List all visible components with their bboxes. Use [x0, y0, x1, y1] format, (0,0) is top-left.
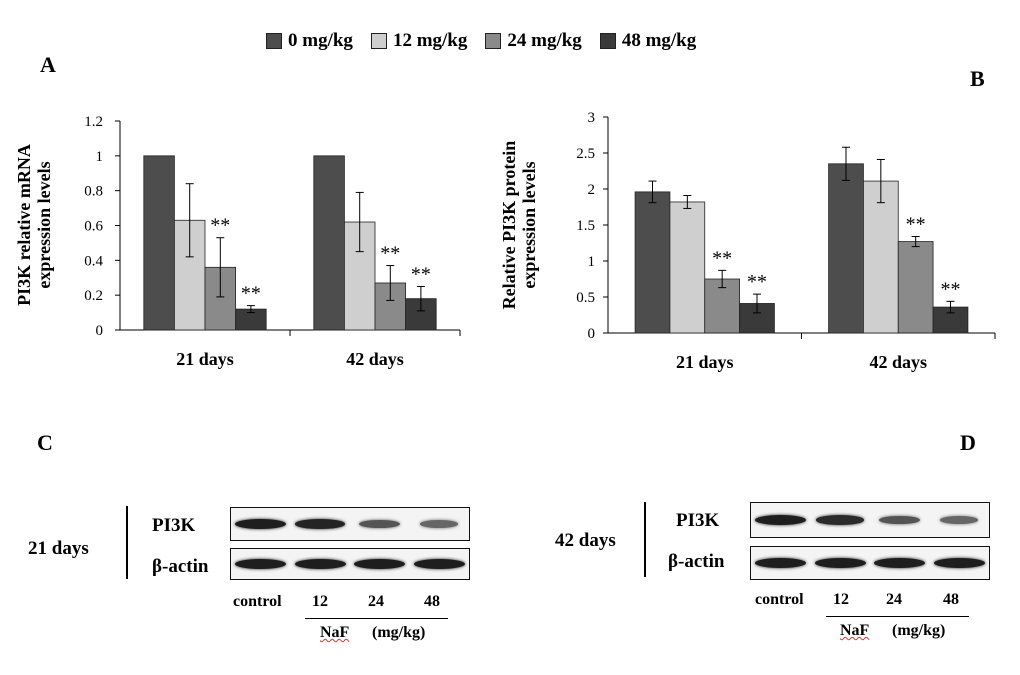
chart-a-ylabel: expression levels	[34, 161, 54, 288]
blot-c-pi3k-strip	[230, 507, 470, 541]
chart-a-category-label: 42 days	[346, 349, 404, 369]
legend-label-3: 48 mg/kg	[621, 30, 697, 51]
legend-label-0: 0 mg/kg	[288, 30, 353, 51]
chart-b-significance-marker: **	[940, 278, 960, 300]
chart-a-significance-marker: **	[380, 243, 400, 265]
legend: 0 mg/kg 12 mg/kg 24 mg/kg 48 mg/kg	[266, 30, 714, 52]
chart-b-ytick-label: 3	[588, 110, 596, 126]
blot-c-pi3k-band	[295, 519, 345, 529]
panel-label-a: A	[40, 52, 56, 77]
blot-c-row-label-actin: β-actin	[152, 556, 209, 577]
blot-c-actin-band	[354, 559, 406, 569]
chart-b-ytick-label: 1.5	[576, 218, 595, 234]
blot-c-actin-band	[413, 559, 465, 569]
blot-d-pi3k-band	[816, 515, 865, 525]
legend-swatch-3	[599, 33, 616, 49]
blot-d-pi3k-band	[879, 515, 921, 525]
blot-d-pi3k-band	[755, 515, 807, 525]
legend-swatch-0	[266, 33, 282, 49]
chart-b-ytick-label: 1	[588, 254, 596, 270]
blot-d-lane-1: 12	[833, 591, 849, 608]
chart-b-ytick-label: 2.5	[576, 146, 595, 162]
blot-c-treatment-label: NaF	[320, 624, 350, 641]
chart-b-ylabel: Relative PI3K protein	[499, 141, 519, 310]
blot-c-actin-strip	[230, 548, 470, 580]
blot-c-row-label-pi3k: PI3K	[152, 515, 196, 536]
chart-a-category-label: 21 days	[176, 349, 234, 369]
panel-label-c: C	[37, 430, 53, 455]
blot-c-pi3k-band	[420, 520, 459, 528]
legend-item-2: 24 mg/kg	[485, 30, 582, 52]
blot-c-group-label: 21 days	[28, 538, 89, 559]
blot-c-divider	[126, 506, 128, 579]
chart-b-bar	[897, 241, 934, 334]
blot-d-actin-band	[874, 558, 926, 568]
legend-label-2: 24 mg/kg	[507, 30, 582, 51]
chart-b-ylabel: expression levels	[519, 161, 539, 288]
chart-a-ytick-label: 0	[96, 323, 104, 339]
blot-c-lane-3: 48	[424, 593, 440, 610]
blot-d-lane-3: 48	[943, 591, 959, 608]
chart-a-significance-marker: **	[241, 283, 261, 305]
chart-b-bar	[863, 180, 899, 334]
chart-a-ytick-label: 1	[96, 149, 104, 165]
chart-b-significance-marker: **	[712, 247, 732, 269]
blot-d-row-label-pi3k: PI3K	[676, 510, 720, 531]
legend-item-0: 0 mg/kg	[266, 30, 353, 52]
chart-b-bar	[634, 191, 671, 334]
chart-a-significance-marker: **	[210, 215, 230, 237]
blot-d-divider	[644, 502, 646, 577]
blot-c-actin-band	[294, 559, 346, 569]
blot-c-actin-band	[235, 559, 287, 569]
blot-c-unit: (mg/kg)	[372, 624, 426, 641]
panel-label-d: D	[960, 430, 976, 455]
blot-d-lane-2: 24	[886, 591, 902, 608]
chart-a-ytick-label: 0.2	[84, 288, 103, 304]
chart-b-ytick-label: 0.5	[576, 290, 595, 306]
blot-d-row-label-actin: β-actin	[668, 551, 725, 572]
legend-label-1: 12 mg/kg	[392, 30, 468, 51]
chart-a-bar	[313, 155, 345, 331]
chart-a-ylabel: PI3K relative mRNA	[14, 144, 34, 306]
blot-d-treatment: NaF	[840, 622, 869, 640]
blot-d-actin-band	[814, 558, 866, 568]
blot-c-pi3k-band	[359, 519, 401, 529]
chart-a-significance-marker: **	[411, 263, 431, 285]
blot-d-pi3k-band	[940, 516, 979, 524]
blot-c-lane-2: 24	[368, 593, 384, 610]
blot-d-actin-strip	[750, 546, 990, 580]
blot-d-lane-0: control	[755, 591, 804, 608]
chart-a-ytick-label: 0.4	[84, 253, 103, 269]
chart-b-ytick-label: 0	[588, 326, 596, 342]
blot-c-lane-0: control	[233, 593, 282, 610]
blot-d-unit: (mg/kg)	[892, 622, 946, 639]
blot-c-lane-1: 12	[312, 593, 328, 610]
blot-d-treatment-label: NaF	[840, 622, 870, 639]
blot-c-bracket-line	[305, 618, 448, 619]
legend-item-1: 12 mg/kg	[370, 30, 468, 52]
blot-d-actin-band	[755, 558, 807, 568]
chart-a-bar	[143, 155, 175, 331]
panel-label-b: B	[970, 66, 985, 91]
blot-d-bracket-line	[826, 616, 969, 617]
chart-b-significance-marker: **	[906, 214, 926, 236]
chart-b-ytick-label: 2	[588, 182, 596, 198]
chart-b-category-label: 42 days	[869, 352, 927, 372]
blot-d-actin-band	[933, 558, 985, 568]
blot-d-pi3k-strip	[750, 502, 990, 538]
chart-b-bar	[669, 201, 706, 334]
chart-a-ytick-label: 1.2	[84, 114, 103, 130]
legend-swatch-2	[485, 33, 502, 49]
blot-c-treatment: NaF	[320, 624, 349, 642]
chart-b-significance-marker: **	[747, 271, 767, 293]
chart-a-ytick-label: 0.6	[84, 219, 103, 235]
blot-c-pi3k-band	[235, 519, 287, 529]
blot-d-group-label: 42 days	[555, 530, 616, 551]
chart-b-bar	[828, 163, 864, 334]
chart-b-category-label: 21 days	[676, 352, 734, 372]
chart-a-ytick-label: 0.8	[84, 184, 103, 200]
legend-swatch-1	[370, 33, 387, 49]
legend-item-3: 48 mg/kg	[599, 30, 697, 52]
